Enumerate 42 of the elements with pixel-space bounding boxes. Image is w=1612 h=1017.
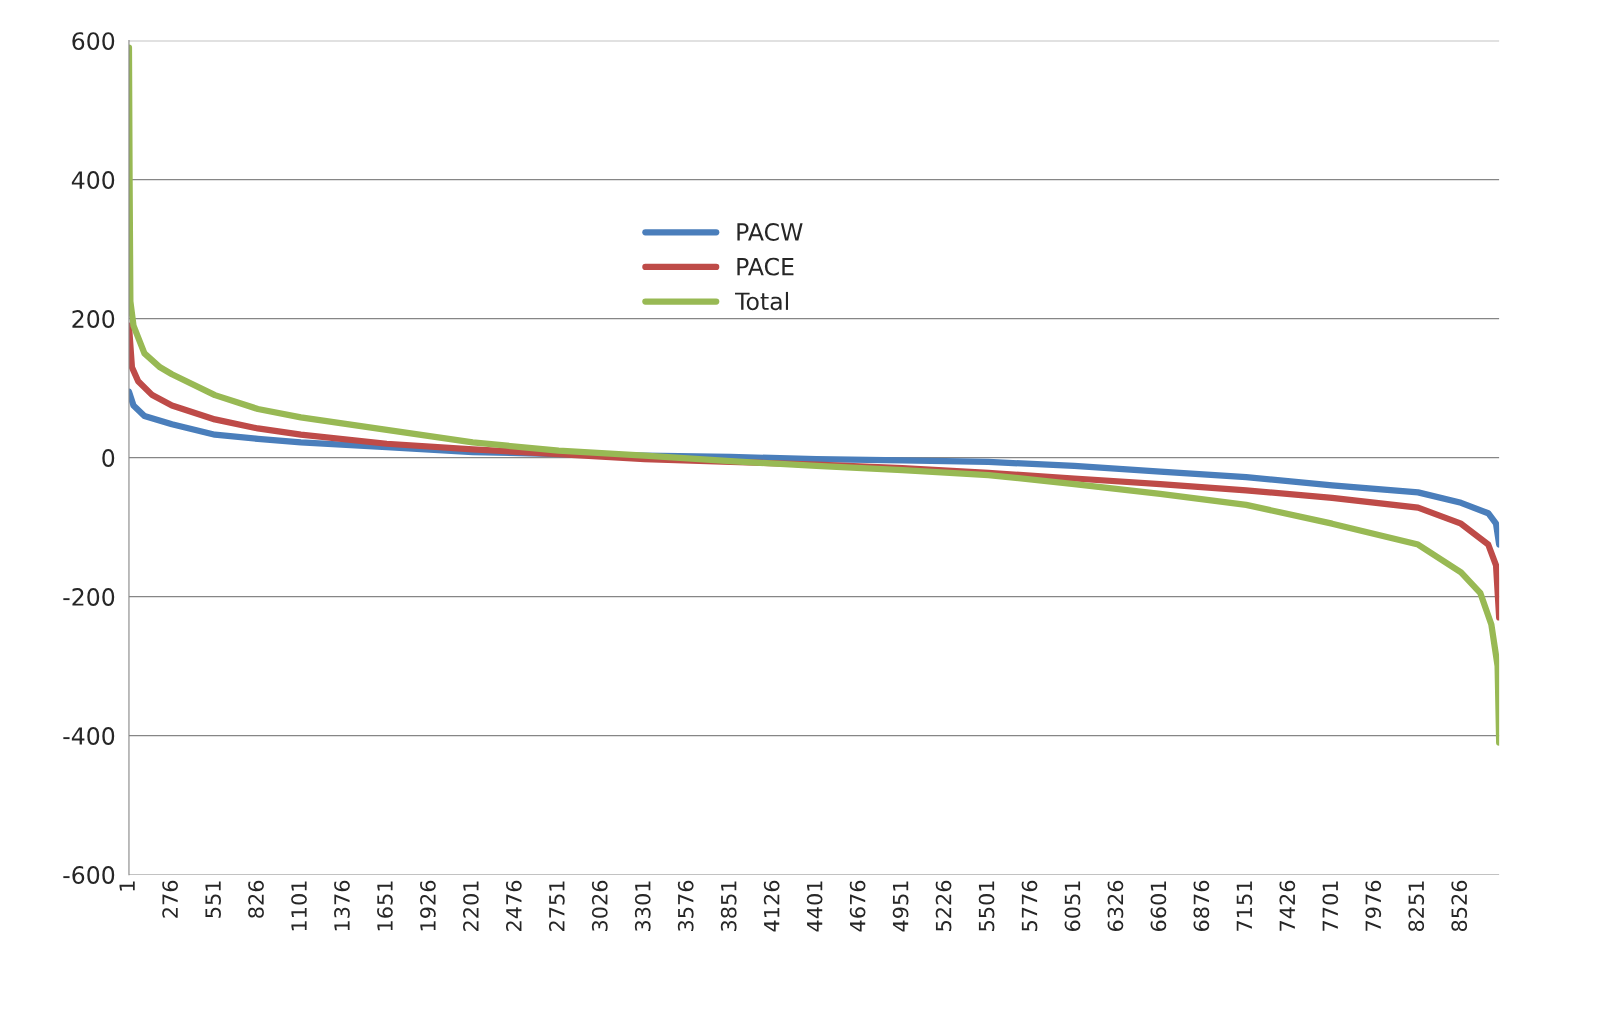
- x-tick-label: 4951: [892, 881, 909, 932]
- x-tick-label: 1651: [377, 881, 393, 931]
- x-tick-label: 1376: [334, 880, 350, 931]
- x-tick-label: 4126: [763, 880, 780, 932]
- x-tick-label: 2476: [505, 880, 522, 931]
- y-tick-label: 400: [71, 171, 115, 189]
- y-tick-label: -200: [63, 588, 115, 606]
- x-tick-label: 8251: [1408, 881, 1425, 932]
- x-tick-label: 7701: [1322, 881, 1339, 931]
- x-tick-label: 3026: [591, 880, 608, 931]
- x-tick-label: 5226: [935, 880, 952, 931]
- x-tick-label: 7426: [1279, 880, 1296, 931]
- y-tick-label: -600: [63, 866, 115, 884]
- x-tick-label: 3301: [634, 881, 651, 931]
- legend-label: PACE: [737, 257, 794, 276]
- x-tick-label: 6326: [1107, 880, 1124, 932]
- y-tick-label: 200: [72, 310, 115, 328]
- x-tick-label: 826: [248, 880, 264, 918]
- legend-label: PACW: [737, 223, 803, 241]
- x-tick-label: 5501: [978, 881, 995, 931]
- x-tick-label: 4676: [849, 880, 866, 932]
- x-tick-label: 8526: [1451, 880, 1468, 932]
- x-tick-label: 276: [162, 880, 178, 918]
- x-tick-label: 2751: [548, 881, 565, 931]
- x-tick-label: 1926: [420, 880, 436, 931]
- x-tick-label: 3851: [720, 881, 737, 931]
- x-tick-label: 4401: [806, 881, 823, 932]
- x-tick-label: 7151: [1236, 881, 1253, 931]
- x-tick-label: 1: [119, 881, 135, 891]
- x-tick-label: 3576: [677, 880, 694, 931]
- y-tick-label: 600: [72, 32, 115, 50]
- legend-label: Total: [735, 291, 789, 311]
- x-tick-label: 5776: [1021, 880, 1038, 931]
- x-tick-label: 1101: [291, 881, 307, 931]
- x-tick-label: 551: [205, 881, 221, 918]
- x-tick-label: 6876: [1193, 880, 1210, 932]
- x-tick-label: 2201: [463, 881, 479, 931]
- x-tick-label: 6601: [1150, 881, 1167, 932]
- y-tick-label: 0: [102, 449, 115, 467]
- x-tick-label: 6051: [1064, 881, 1081, 932]
- y-tick-label: -400: [63, 727, 115, 745]
- x-tick-label: 7976: [1365, 880, 1382, 931]
